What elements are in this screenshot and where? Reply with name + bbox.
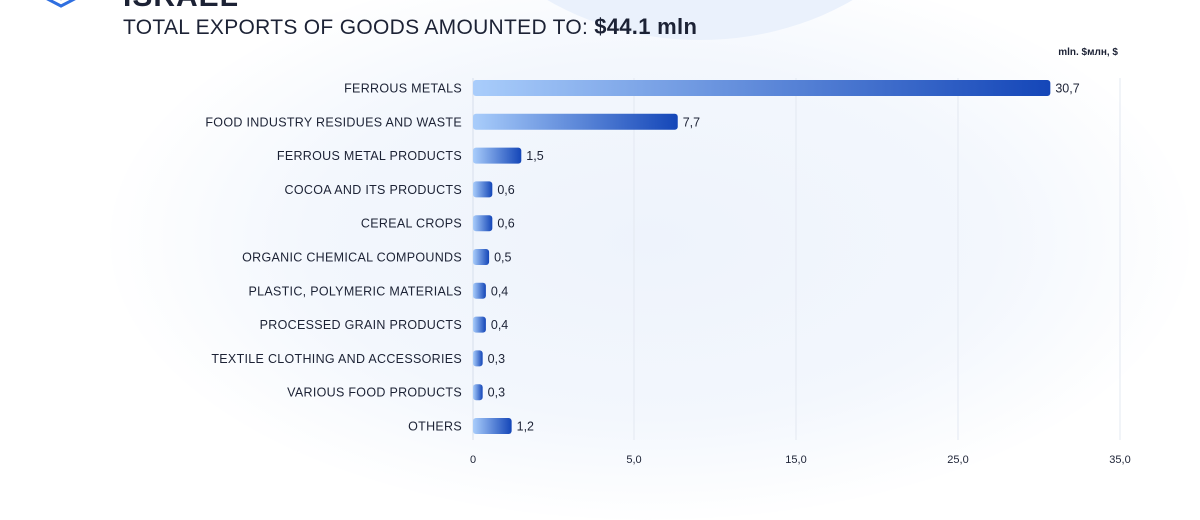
bar: [473, 249, 490, 265]
value-label: 7,7: [683, 115, 700, 129]
value-label: 0,4: [491, 284, 508, 298]
value-label: 0,4: [491, 318, 508, 332]
headline-total: $44.1 mln: [594, 14, 698, 39]
x-tick-label: 35,0: [1109, 454, 1130, 466]
unit-label: mln. $млн, $: [1058, 47, 1118, 58]
bar: [473, 80, 1051, 96]
category-label: COCOA AND ITS PRODUCTS: [285, 183, 462, 197]
bar: [473, 147, 522, 164]
value-label: 1,2: [517, 420, 534, 434]
bar: [473, 418, 512, 434]
bar: [473, 113, 678, 130]
category-label: CEREAL CROPS: [361, 217, 462, 231]
value-label: 30,7: [1055, 82, 1079, 96]
value-label: 0,3: [488, 386, 505, 400]
x-tick-label: 5,0: [626, 454, 641, 466]
x-tick-label: 0: [470, 454, 476, 466]
bar-chart: FERROUS METALS 30,7 FOOD INDUSTRY RESIDUES…: [205, 78, 1131, 466]
category-label: FOOD INDUSTRY RESIDUES AND WASTE: [205, 115, 462, 129]
category-label: OTHERS: [408, 420, 462, 434]
x-tick-label: 15,0: [785, 454, 806, 466]
category-label: PROCESSED GRAIN PRODUCTS: [260, 318, 462, 332]
value-label: 0,6: [497, 183, 514, 197]
category-label: FERROUS METAL PRODUCTS: [277, 149, 462, 163]
bar: [473, 215, 493, 232]
value-label: 0,5: [494, 251, 511, 265]
bar: [473, 350, 483, 367]
category-label: PLASTIC, POLYMERIC MATERIALS: [248, 284, 462, 298]
chart-headline: TOTAL EXPORTS OF GOODS AMOUNTED TO: $44.1…: [123, 14, 697, 40]
bar: [473, 181, 493, 198]
country-title: ISRAEL: [123, 0, 239, 14]
logo-icon: [46, 0, 76, 8]
headline-prefix: TOTAL EXPORTS OF GOODS AMOUNTED TO:: [123, 16, 589, 39]
value-label: 1,5: [526, 149, 543, 163]
value-label: 0,3: [488, 352, 505, 366]
category-label: TEXTILE CLOTHING AND ACCESSORIES: [211, 352, 462, 366]
category-label: ORGANIC CHEMICAL COMPOUNDS: [242, 251, 462, 265]
bar: [473, 384, 483, 401]
bar: [473, 316, 486, 333]
category-label: FERROUS METALS: [344, 82, 462, 96]
x-tick-label: 25,0: [947, 454, 968, 466]
value-label: 0,6: [497, 217, 514, 231]
bar: [473, 282, 486, 299]
category-label: VARIOUS FOOD PRODUCTS: [287, 386, 462, 400]
